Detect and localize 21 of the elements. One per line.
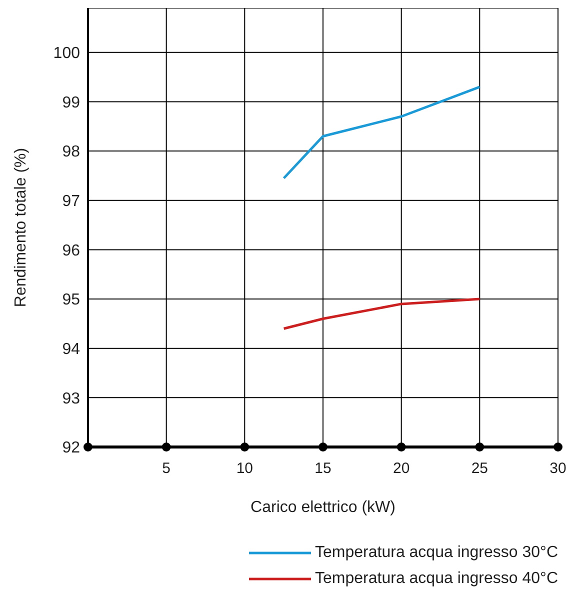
- x-tick-label: 25: [471, 460, 488, 477]
- line-series: [282, 86, 481, 180]
- legend-label: Temperatura acqua ingresso 30°C: [314, 544, 558, 562]
- y-tick-label: 94: [62, 341, 80, 358]
- y-tick-label: 95: [62, 292, 80, 309]
- x-axis-title: Carico elettrico (kW): [250, 499, 396, 516]
- x-tick-label: 20: [392, 460, 410, 477]
- x-tick-label: 15: [314, 460, 332, 477]
- y-tick-label: 92: [62, 440, 80, 457]
- y-tick-label: 96: [62, 242, 80, 260]
- y-tick-label: 99: [62, 94, 80, 112]
- line-series: [282, 298, 481, 330]
- y-tick-label: 98: [62, 144, 80, 161]
- y-tick-label: 97: [62, 193, 80, 210]
- y-tick-label: 93: [62, 390, 80, 408]
- legend-label: Temperatura acqua ingresso 40°C: [314, 570, 558, 588]
- y-tick-label: 100: [53, 45, 80, 62]
- x-tick-label: 5: [162, 460, 171, 477]
- x-tick-label: 10: [236, 460, 254, 477]
- x-tick-label: 30: [550, 460, 566, 477]
- y-axis-title: Rendimento totale (%): [12, 148, 30, 308]
